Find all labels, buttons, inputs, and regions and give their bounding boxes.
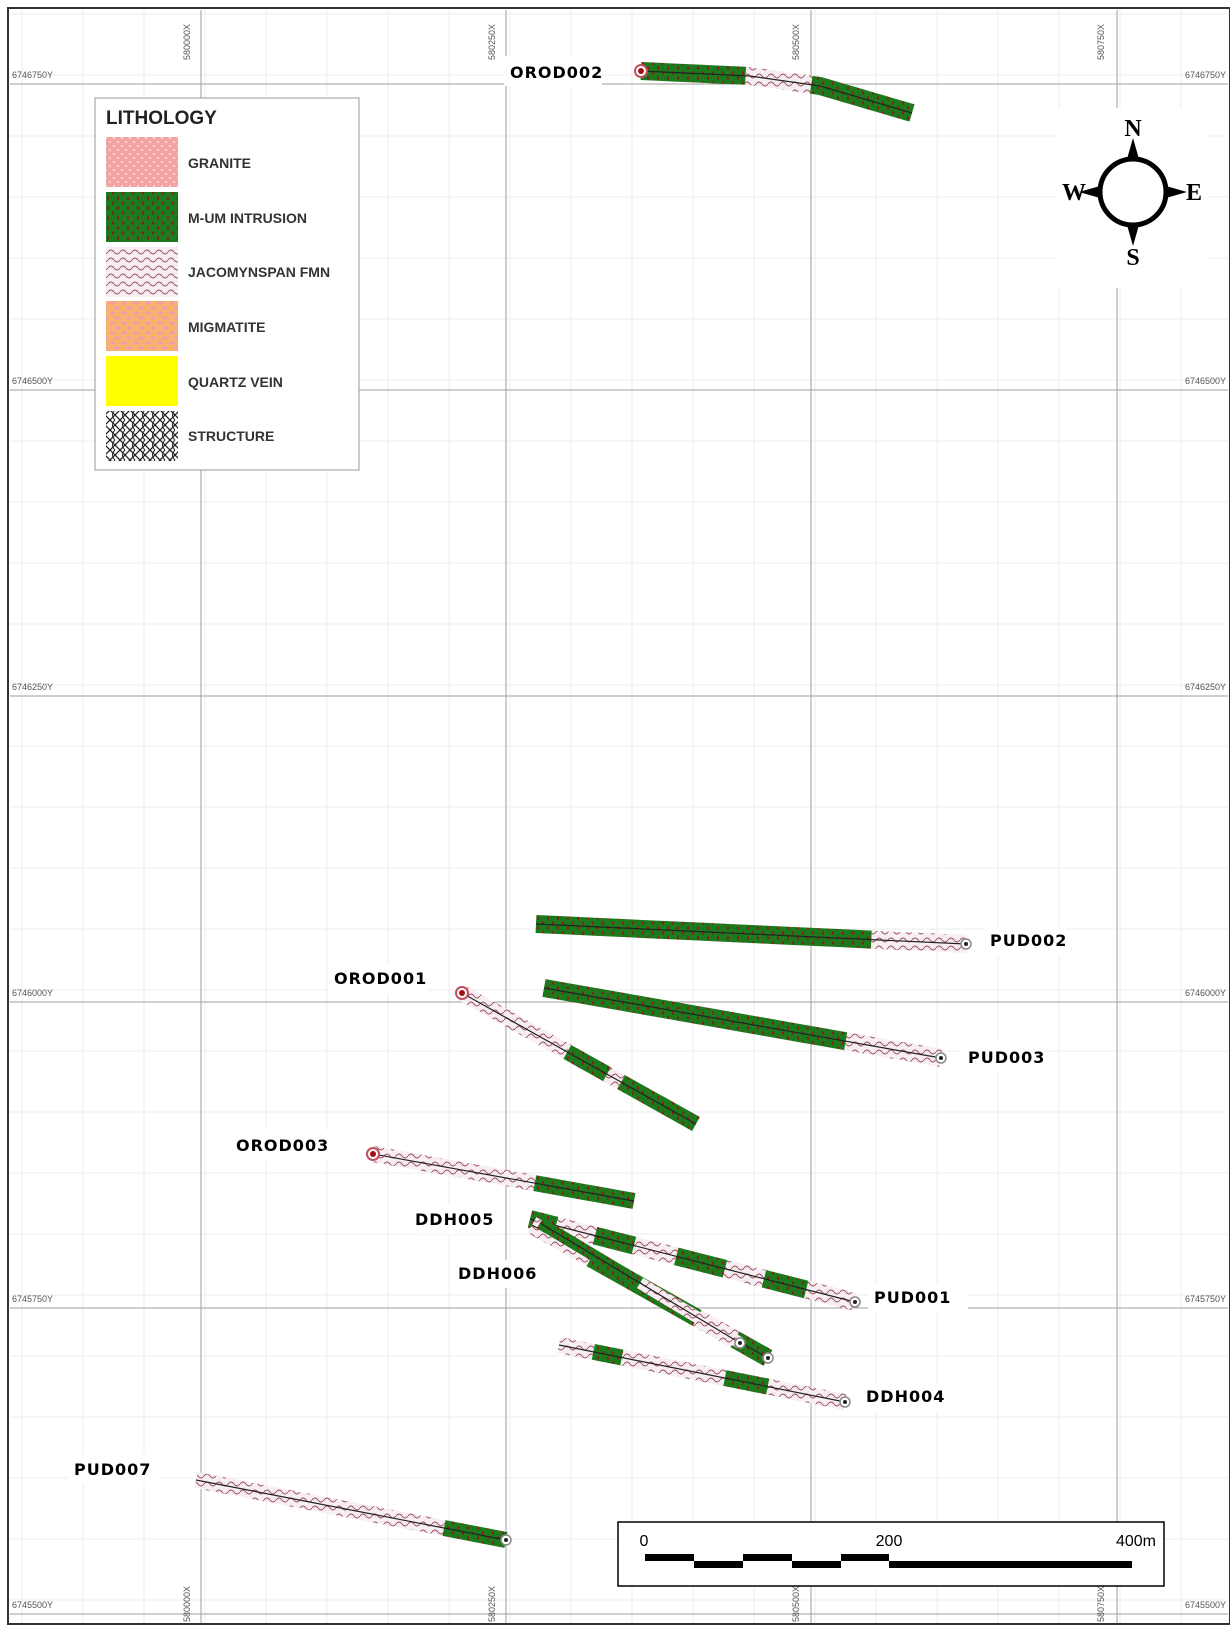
y-label-right: 6746000Y [1185,988,1226,998]
x-label-top: 580000X [182,24,192,60]
legend-label-structure: STRUCTURE [188,428,274,444]
end-dot [964,942,968,946]
hole-label-ddh004[interactable]: DDH004 [866,1387,945,1406]
legend-swatch-migmatite [106,301,178,351]
legend-swatch-jacomynspan [106,247,178,297]
collar-dot [459,990,465,996]
hole-label-pud007[interactable]: PUD007 [74,1460,151,1479]
y-grid-labels: 6746750Y 6746500Y 6746250Y 6746000Y 6745… [12,70,1226,1610]
hole-label-orod001[interactable]: OROD001 [334,969,427,988]
hole-trace-line [535,923,967,945]
hole-label-pud003[interactable]: PUD003 [968,1048,1045,1067]
drill-hole-orod001[interactable] [455,986,700,1131]
y-label-left: 6746500Y [12,376,53,386]
y-label-right: 6746250Y [1185,682,1226,692]
compass-n: N [1124,116,1142,142]
y-label-left: 6746000Y [12,988,53,998]
x-label-top: 580750X [1096,24,1106,60]
hole-label-ddh005[interactable]: DDH005 [415,1210,494,1229]
drill-hole-pud007[interactable] [194,1472,512,1548]
legend-swatch-structure [106,411,178,461]
legend-swatch-quartz-vein [106,356,178,406]
drill-hole-pud003[interactable] [542,979,947,1067]
legend-title: LITHOLOGY [106,108,217,129]
drill-hole-orod003[interactable] [366,1146,636,1209]
drill-hole-orod002[interactable] [634,62,915,122]
y-label-left: 6746250Y [12,682,53,692]
hole-label-ddh006[interactable]: DDH006 [458,1264,537,1283]
legend-label-migmatite: MIGMATITE [188,319,266,335]
drill-hole-ddh004[interactable] [557,1337,851,1410]
compass-s: S [1126,245,1139,271]
drill-hole-pud002[interactable] [535,915,972,953]
legend-label-jacomynspan: JACOMYNSPAN FMN [188,264,330,280]
end-dot [504,1538,508,1542]
compass-rose-icon: N S E W [1058,108,1208,288]
legend-label-mum-intrusion: M-UM INTRUSION [188,210,307,226]
hole-label-orod003[interactable]: OROD003 [236,1136,329,1155]
hole-label-pud002[interactable]: PUD002 [990,931,1067,950]
y-label-left: 6745750Y [12,1294,53,1304]
x-label-bottom: 580750X [1096,1586,1106,1622]
x-label-bottom: 580000X [182,1586,192,1622]
legend-label-granite: GRANITE [188,155,251,171]
x-label-top: 580500X [791,24,801,60]
hole-label-orod002[interactable]: OROD002 [510,63,603,82]
end-dot [853,1300,857,1304]
y-label-left: 6745500Y [12,1600,53,1610]
hole-trace-line [539,1222,741,1344]
end-dot [766,1356,770,1360]
collar-dot [638,68,644,74]
y-label-right: 6745500Y [1185,1600,1226,1610]
legend-swatch-granite [106,137,178,187]
scale-bar: 0 200 400m [617,1521,1165,1587]
scale-label-400: 400m [1116,1533,1156,1550]
y-label-right: 6746500Y [1185,376,1226,386]
hole-trace-line [195,1479,507,1541]
y-label-right: 6745750Y [1185,1294,1226,1304]
end-dot [939,1056,943,1060]
hole-trace-line [558,1344,846,1403]
compass-w: W [1062,180,1086,206]
x-label-bottom: 580500X [791,1586,801,1622]
y-label-right: 6746750Y [1185,70,1226,80]
end-dot [738,1341,742,1345]
drill-hole-ddh006b[interactable] [536,1217,746,1349]
hole-label-pud001[interactable]: PUD001 [874,1288,951,1307]
scale-label-200: 200 [876,1533,903,1550]
legend-label-quartz-vein: QUARTZ VEIN [188,374,283,390]
compass-e: E [1186,180,1202,206]
hole-trace-line [640,70,913,114]
drill-hole-labels: OROD002 PUD002 OROD001 PUD003 OROD003 DD… [68,56,1067,1484]
hole-trace-line [461,992,697,1125]
hole-trace-line [372,1153,635,1202]
x-label-top: 580250X [487,24,497,60]
collar-dot [370,1151,376,1157]
legend-swatch-mum-intrusion [106,192,178,242]
drill-hole-traces [194,62,972,1548]
lithology-legend: LITHOLOGY GRANITE M-UM INTRUSION JACOMYN… [94,97,360,471]
map-frame [7,7,1230,1625]
x-label-bottom: 580250X [487,1586,497,1622]
x-grid-labels: 580000X 580250X 580500X 580750X 580000X … [182,24,1106,1622]
hole-trace-line [529,1218,856,1303]
end-dot [843,1400,847,1404]
y-label-left: 6746750Y [12,70,53,80]
scale-label-0: 0 [640,1533,649,1550]
hole-trace-line [543,987,942,1059]
